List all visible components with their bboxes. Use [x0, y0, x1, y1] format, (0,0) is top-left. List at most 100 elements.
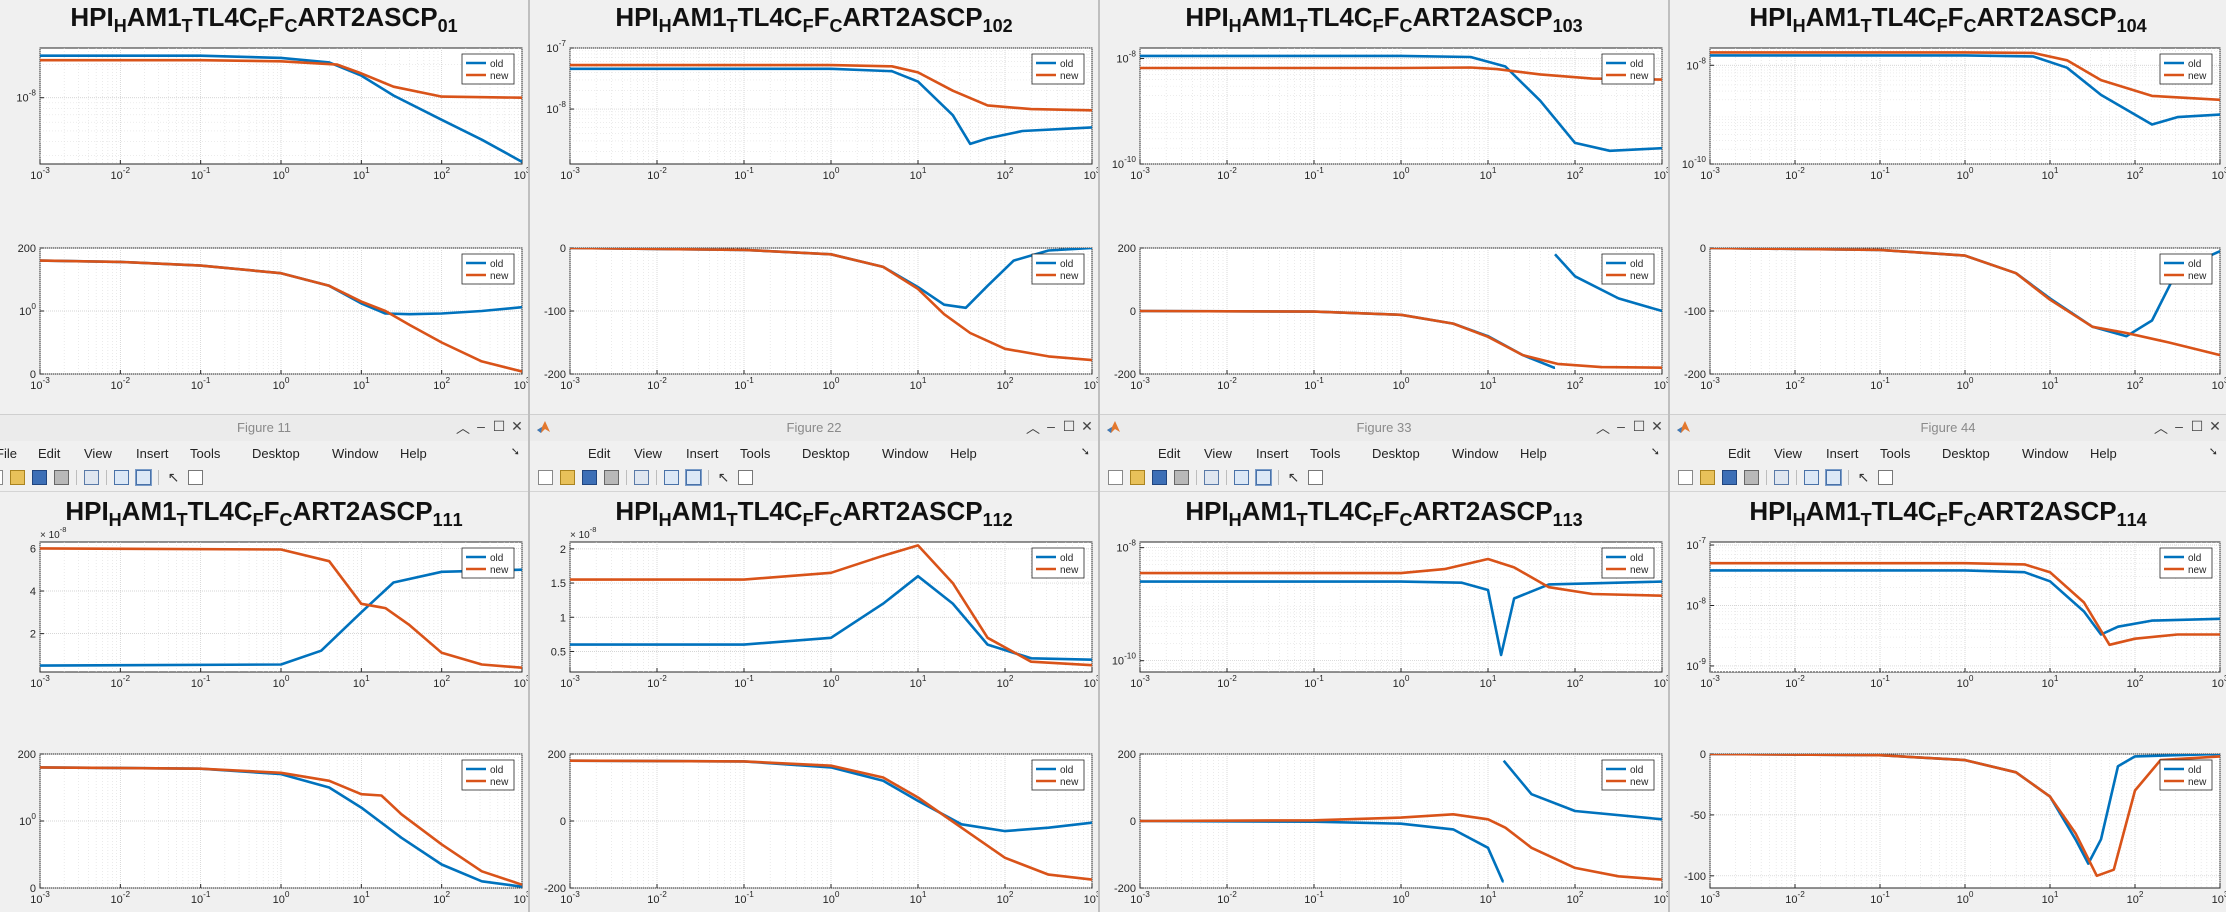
menu-view[interactable]: View — [84, 446, 112, 461]
pointer-icon[interactable]: ↖ — [167, 469, 180, 485]
menu-window[interactable]: Window — [332, 446, 379, 461]
link-plot-icon[interactable] — [84, 470, 99, 485]
link-plot-icon[interactable] — [634, 470, 649, 485]
magnitude-axes[interactable]: 10-3 10-2 10-1 100 101 102 103 10-7 10-8 10-9 oldn… — [1670, 536, 2226, 692]
new-file-icon[interactable] — [538, 470, 553, 485]
maximize-icon[interactable]: ☐ — [492, 418, 506, 434]
menu-overflow-icon[interactable]: ➘ — [2208, 446, 2218, 458]
pointer-icon[interactable]: ↖ — [717, 469, 730, 485]
insert-legend-icon[interactable] — [1825, 469, 1842, 486]
save-icon[interactable] — [582, 470, 597, 485]
menu-tools[interactable]: Tools — [740, 446, 771, 461]
menu-edit[interactable]: Edit — [1728, 446, 1751, 461]
close-icon[interactable]: ✕ — [1081, 418, 1093, 434]
print-icon[interactable] — [604, 470, 619, 485]
property-editor-icon[interactable] — [738, 470, 753, 485]
menu-help[interactable]: Help — [950, 446, 977, 461]
menu-insert[interactable]: Insert — [1256, 446, 1289, 461]
menu-window[interactable]: Window — [1452, 446, 1499, 461]
menu-help[interactable]: Help — [1520, 446, 1547, 461]
insert-colorbar-icon[interactable] — [664, 470, 679, 485]
menu-tools[interactable]: Tools — [1880, 446, 1911, 461]
maximize-icon[interactable]: ☐ — [2190, 418, 2204, 434]
menu-tools[interactable]: Tools — [1310, 446, 1341, 461]
menu-edit[interactable]: Edit — [38, 446, 61, 461]
menu-tools[interactable]: Tools — [190, 446, 221, 461]
menu-overflow-icon[interactable]: ➘ — [1080, 446, 1090, 458]
maximize-icon[interactable]: ☐ — [1632, 418, 1646, 434]
minimize-bar-icon[interactable]: ‒ — [1047, 418, 1055, 434]
minimize-bar-icon[interactable]: ‒ — [2175, 418, 2183, 434]
menu-overflow-icon[interactable]: ➘ — [510, 446, 520, 458]
menu-overflow-icon[interactable]: ➘ — [1650, 446, 1660, 458]
open-folder-icon[interactable] — [1130, 470, 1145, 485]
link-plot-icon[interactable] — [1774, 470, 1789, 485]
insert-colorbar-icon[interactable] — [114, 470, 129, 485]
close-icon[interactable]: ✕ — [2209, 418, 2221, 434]
menu-desktop[interactable]: Desktop — [252, 446, 300, 461]
menu-view[interactable]: View — [634, 446, 662, 461]
new-file-icon[interactable] — [0, 470, 3, 485]
menu-view[interactable]: View — [1204, 446, 1232, 461]
print-icon[interactable] — [54, 470, 69, 485]
minimize-icon[interactable]: ︿ — [2154, 420, 2168, 436]
maximize-icon[interactable]: ☐ — [1062, 418, 1076, 434]
print-icon[interactable] — [1174, 470, 1189, 485]
menu-file[interactable]: File — [0, 446, 17, 461]
menu-desktop[interactable]: Desktop — [1942, 446, 1990, 461]
minimize-bar-icon[interactable]: ‒ — [477, 418, 485, 434]
close-icon[interactable]: ✕ — [511, 418, 523, 434]
property-editor-icon[interactable] — [188, 470, 203, 485]
window-titlebar[interactable]: Figure 11 ︿ ‒ ☐ ✕ — [0, 414, 528, 442]
open-folder-icon[interactable] — [1700, 470, 1715, 485]
menu-help[interactable]: Help — [2090, 446, 2117, 461]
minimize-icon[interactable]: ︿ — [1026, 420, 1040, 436]
insert-legend-icon[interactable] — [1255, 469, 1272, 486]
print-icon[interactable] — [1744, 470, 1759, 485]
pointer-icon[interactable]: ↖ — [1857, 469, 1870, 485]
window-titlebar[interactable]: Figure 44 ︿ ‒ ☐ ✕ — [1670, 414, 2226, 442]
menu-desktop[interactable]: Desktop — [1372, 446, 1420, 461]
new-file-icon[interactable] — [1108, 470, 1123, 485]
minimize-icon[interactable]: ︿ — [456, 420, 470, 436]
link-plot-icon[interactable] — [1204, 470, 1219, 485]
new-file-icon[interactable] — [1678, 470, 1693, 485]
property-editor-icon[interactable] — [1878, 470, 1893, 485]
open-folder-icon[interactable] — [560, 470, 575, 485]
menu-insert[interactable]: Insert — [686, 446, 719, 461]
magnitude-axes[interactable]: 10-3 10-2 10-1 100 101 102 103 2 1.5 1 0.5 × 10-8 ol… — [530, 525, 1098, 692]
menu-desktop[interactable]: Desktop — [802, 446, 850, 461]
minimize-icon[interactable]: ︿ — [1596, 420, 1610, 436]
insert-legend-icon[interactable] — [685, 469, 702, 486]
insert-colorbar-icon[interactable] — [1234, 470, 1249, 485]
window-titlebar[interactable]: Figure 22 ︿ ‒ ☐ ✕ — [530, 414, 1098, 442]
save-icon[interactable] — [32, 470, 47, 485]
